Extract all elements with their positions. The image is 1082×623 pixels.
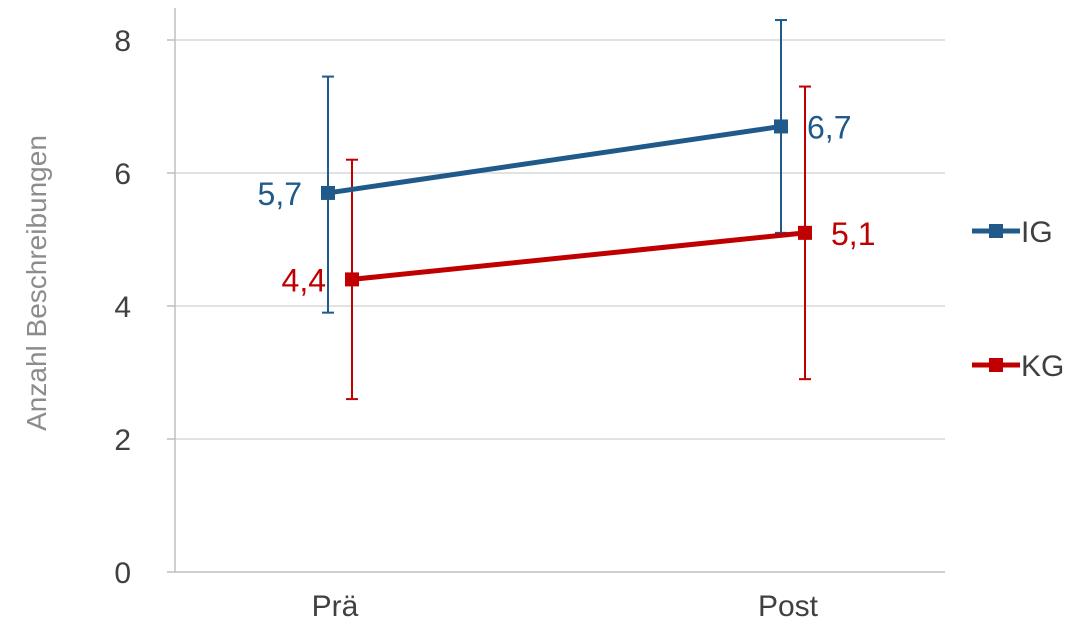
- error-bars: [322, 19, 811, 401]
- series-line-kg: [351, 230, 806, 282]
- series-lines: [327, 123, 806, 282]
- legend-marker: [989, 224, 1003, 238]
- data-point-marker: [345, 272, 359, 287]
- y-tick-label: 2: [114, 424, 131, 457]
- x-tick-labels: Prä Post: [312, 590, 819, 623]
- y-tick-label: 6: [114, 158, 131, 191]
- series-line-ig: [327, 123, 782, 196]
- y-tick-label: 0: [114, 557, 131, 590]
- y-tick-labels: 0 2 4 6 8: [114, 25, 131, 590]
- y-tick-label: 8: [114, 25, 131, 58]
- data-point-marker: [798, 225, 812, 240]
- data-labels: 5,7 6,7 4,4 5,1: [258, 109, 876, 298]
- data-point-marker: [321, 185, 335, 200]
- gridlines: [175, 39, 945, 440]
- y-axis-label: Anzahl Beschreibungen: [21, 135, 52, 431]
- data-label: 6,7: [807, 109, 851, 145]
- legend: IG KG: [972, 216, 1064, 383]
- legend-marker: [989, 358, 1003, 372]
- data-label: 5,7: [258, 176, 302, 212]
- data-point-marker: [774, 119, 788, 134]
- series-markers: [321, 119, 812, 287]
- x-tick-label: Prä: [312, 590, 359, 623]
- legend-label: IG: [1021, 216, 1053, 249]
- data-label: 4,4: [282, 262, 326, 298]
- legend-label: KG: [1021, 350, 1064, 383]
- y-tick-label: 4: [114, 291, 131, 324]
- axes: [167, 8, 945, 573]
- data-label: 5,1: [831, 216, 875, 252]
- x-tick-label: Post: [758, 590, 819, 623]
